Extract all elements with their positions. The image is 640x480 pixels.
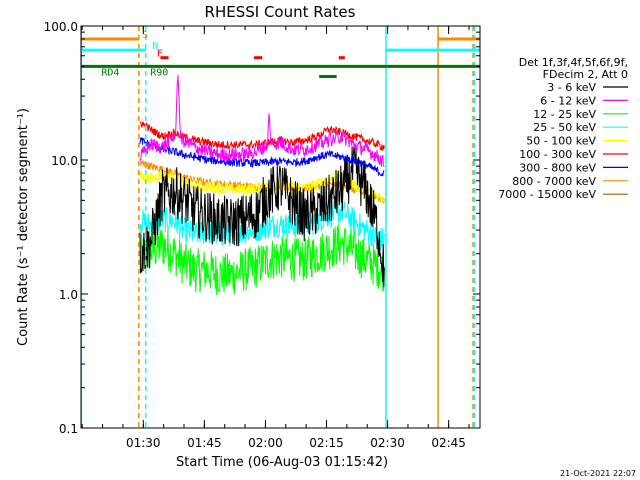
series-line-6	[139, 137, 385, 177]
legend-header-line: FDecim 2, Att 0	[543, 68, 628, 81]
legend-entry-label: 300 - 800 keV	[519, 161, 596, 174]
x-tick-label: 02:15	[309, 436, 344, 450]
legend-entry-label: 800 - 7000 keV	[512, 175, 596, 188]
flag-label-n: N	[152, 41, 158, 52]
x-tick-label: 01:45	[187, 436, 222, 450]
legend-entry-label: 12 - 25 keV	[533, 108, 596, 121]
x-tick-label: 02:00	[248, 436, 283, 450]
legend-entry-label: 7000 - 15000 keV	[498, 188, 596, 201]
legend-entry-label: 50 - 100 keV	[526, 135, 596, 148]
series-line-0	[139, 145, 385, 288]
series-line-1	[139, 74, 385, 168]
y-axis-label: Count Rate (s⁻¹ detector segment⁻¹)	[16, 108, 31, 346]
y-tick-label: 100.0	[44, 20, 78, 34]
series-layer	[139, 74, 385, 296]
legend-entry-label: 6 - 12 keV	[540, 94, 596, 107]
legend-entry-label: 100 - 300 keV	[519, 148, 596, 161]
series-line-2	[139, 223, 385, 296]
x-axis-label: Start Time (06-Aug-03 01:15:42)	[176, 455, 388, 470]
flag-label-s: S	[142, 30, 148, 41]
flag-label-rd4: RD4	[101, 67, 119, 78]
x-tick-label: 02:30	[370, 436, 405, 450]
footer-timestamp: 21-Oct-2021 22:07	[560, 469, 636, 478]
legend-entry-label: 3 - 6 keV	[547, 81, 596, 94]
chart-title: RHESSI Count Rates	[205, 3, 356, 21]
flag-label-r90: R90	[150, 67, 168, 78]
x-tick-label: 01:30	[126, 436, 161, 450]
y-tick-label: 0.1	[59, 422, 78, 436]
y-tick-label: 10.0	[51, 154, 78, 168]
plot-frame	[80, 25, 481, 429]
axis-layer: 100.0 10.0 1.0 0.1 01:30 01:45 02:00 02:15 02:30…	[44, 20, 480, 450]
y-tick-label: 1.0	[59, 288, 78, 302]
flag-label-f: F	[157, 49, 163, 60]
x-tick-label: 02:45	[431, 436, 466, 450]
legend-header-line: Det 1f,3f,4f,5f,6f,9f,	[519, 56, 628, 69]
legend-entry-label: 25 - 50 keV	[533, 121, 596, 134]
legend: Det 1f,3f,4f,5f,6f,9f,FDecim 2, Att 03 -…	[498, 56, 628, 201]
